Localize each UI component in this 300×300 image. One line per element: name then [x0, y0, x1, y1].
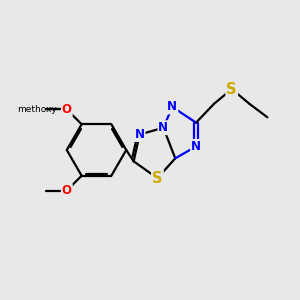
Text: S: S [152, 171, 163, 186]
Text: N: N [158, 121, 168, 134]
Text: N: N [191, 140, 201, 153]
Text: N: N [135, 128, 145, 141]
Text: S: S [226, 82, 237, 97]
Text: N: N [167, 100, 177, 113]
Text: O: O [62, 184, 72, 197]
Text: methoxy: methoxy [17, 105, 57, 114]
Text: O: O [62, 103, 72, 116]
